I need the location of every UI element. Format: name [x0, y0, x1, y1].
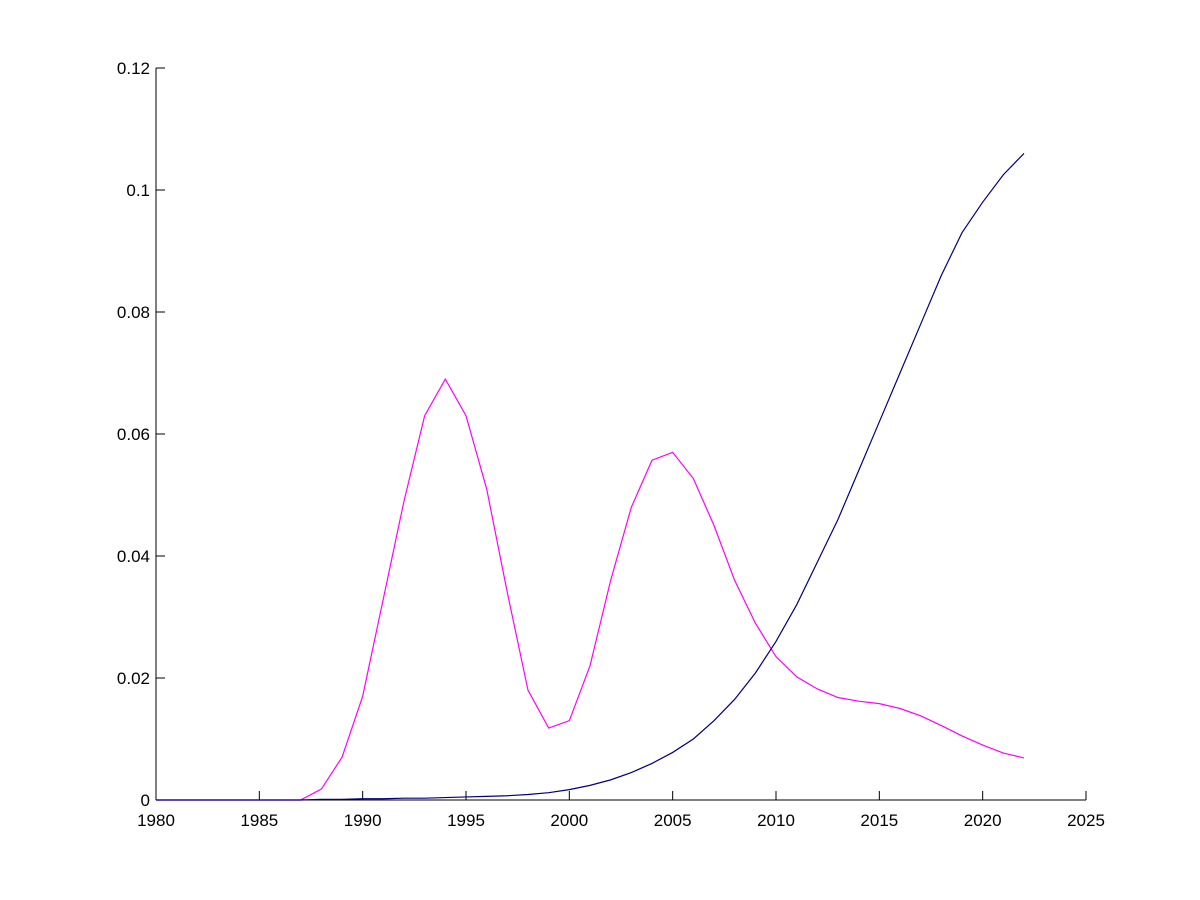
x-tick-label: 2010: [757, 811, 795, 830]
line-series: [156, 152, 1025, 801]
y-tick-label: 0.04: [117, 547, 150, 566]
y-tick-label: 0.06: [117, 425, 150, 444]
x-tick-label: 1990: [344, 811, 382, 830]
y-tick-label: 0: [141, 791, 150, 810]
x-tick-label: 1985: [240, 811, 278, 830]
y-tick-label: 0.1: [126, 181, 150, 200]
line-series: [156, 377, 1025, 801]
x-tick-label: 1980: [137, 811, 175, 830]
x-tick-label: 2025: [1067, 811, 1105, 830]
y-tick-label: 0.02: [117, 669, 150, 688]
x-tick-label: 2000: [550, 811, 588, 830]
y-tick-label: 0.12: [117, 59, 150, 78]
x-tick-label: 2015: [860, 811, 898, 830]
x-tick-label: 1995: [447, 811, 485, 830]
y-tick-label: 0.08: [117, 303, 150, 322]
x-tick-label: 2005: [654, 811, 692, 830]
x-tick-label: 2020: [964, 811, 1002, 830]
